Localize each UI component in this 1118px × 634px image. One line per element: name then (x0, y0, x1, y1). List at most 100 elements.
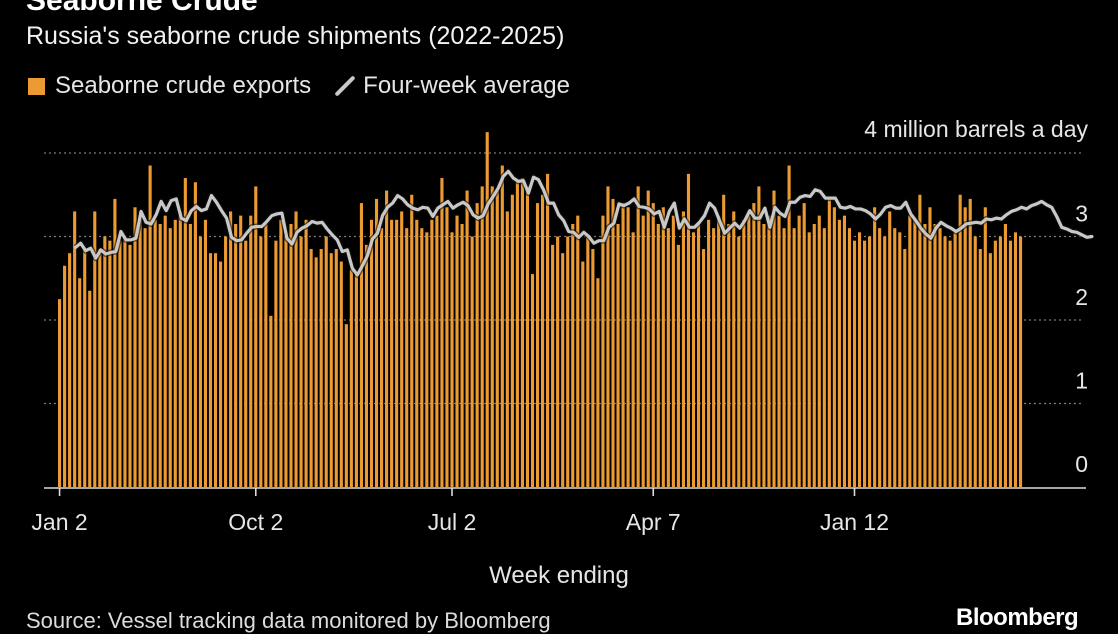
bar (374, 198, 379, 487)
chart-title: Seaborne Crude (26, 0, 258, 17)
bar (661, 207, 665, 487)
bar (1003, 223, 1007, 488)
legend: Seaborne crude exports Four-week average (28, 72, 570, 100)
bar (264, 223, 268, 488)
bar (274, 240, 278, 487)
bar (626, 207, 630, 487)
bar (983, 207, 987, 487)
bar (812, 223, 816, 488)
bar (847, 228, 852, 487)
bar (208, 253, 213, 487)
bar (234, 223, 238, 488)
bar (510, 194, 514, 487)
bar (440, 178, 444, 488)
bar (470, 236, 474, 487)
bar (193, 182, 197, 488)
x-tick-label: Oct 2 (228, 509, 283, 535)
bar (737, 236, 741, 487)
bar (113, 198, 117, 487)
source-note: Source: Vessel tracking data monitored b… (26, 608, 551, 633)
y-tick-label: 2 (1075, 284, 1088, 310)
bar (364, 244, 369, 487)
bar (993, 240, 997, 487)
bar (651, 203, 655, 487)
bar (817, 215, 821, 488)
bar (108, 240, 112, 487)
bar (787, 165, 791, 487)
bar (259, 236, 263, 487)
bar (515, 182, 519, 488)
bar (415, 219, 419, 488)
bar (153, 219, 157, 488)
bar (178, 211, 182, 487)
bar (686, 173, 691, 488)
chart-subtitle: Russia's seaborne crude shipments (2022-… (26, 22, 565, 50)
bar (289, 223, 293, 488)
bar (681, 211, 685, 487)
bar (943, 236, 947, 487)
bar (832, 207, 836, 487)
bar (490, 186, 494, 487)
bar (279, 219, 283, 488)
bar (576, 215, 580, 488)
bar (339, 261, 343, 487)
bar (525, 186, 530, 487)
bar (857, 232, 862, 487)
bar (309, 249, 313, 487)
bar (636, 186, 640, 487)
bar (928, 207, 932, 487)
bar (676, 244, 680, 487)
bar (561, 253, 565, 487)
bar (1008, 240, 1013, 487)
bar (158, 223, 162, 488)
bar (727, 223, 731, 488)
bar (646, 190, 650, 487)
bar (903, 249, 907, 487)
bar (868, 236, 872, 487)
bar (671, 215, 675, 488)
x-tick-label: Apr 7 (626, 509, 681, 535)
bar (822, 228, 826, 487)
bar (334, 249, 338, 487)
bar (188, 223, 192, 488)
bar (535, 203, 540, 487)
bar (73, 211, 77, 487)
bar (213, 253, 218, 487)
bar (631, 232, 635, 487)
bar (973, 236, 977, 487)
bar (390, 219, 394, 488)
bar (616, 223, 620, 488)
bar (229, 211, 233, 487)
x-tick-label: Jan 12 (820, 509, 889, 535)
bar (395, 219, 399, 488)
brand-logo: Bloomberg (956, 604, 1079, 631)
bar (933, 223, 937, 488)
bar (948, 240, 952, 487)
bar (239, 215, 243, 488)
bar (520, 178, 524, 488)
bar (354, 274, 358, 487)
bar (752, 203, 756, 487)
bar (198, 236, 202, 487)
bar (863, 240, 867, 487)
bar (224, 236, 228, 487)
bar (163, 215, 167, 488)
bar (168, 228, 172, 487)
bar (556, 236, 560, 487)
bar (938, 228, 942, 487)
bar (480, 186, 484, 487)
bar (998, 236, 1002, 487)
bar (888, 211, 892, 487)
bar (722, 194, 726, 487)
bar (802, 203, 806, 487)
x-axis-title: Week ending (489, 562, 629, 589)
bar (581, 261, 585, 487)
bar (923, 223, 927, 488)
bar (380, 228, 384, 487)
bar (128, 244, 132, 487)
y-tick-label: 3 (1075, 201, 1088, 227)
bar (913, 219, 917, 488)
bar (772, 190, 776, 487)
bar (83, 249, 87, 487)
